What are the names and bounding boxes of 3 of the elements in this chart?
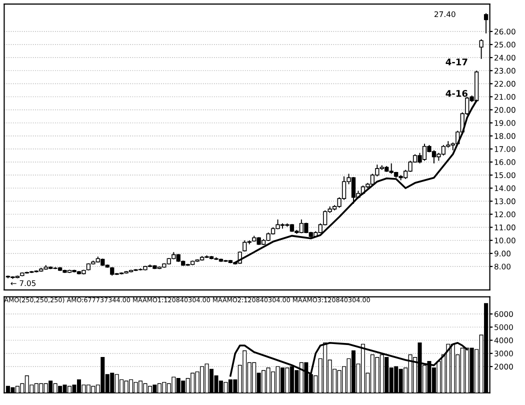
annotation: 4-17: [446, 58, 468, 66]
candlestick: [479, 38, 484, 60]
annotation: 4-16: [446, 90, 468, 97]
